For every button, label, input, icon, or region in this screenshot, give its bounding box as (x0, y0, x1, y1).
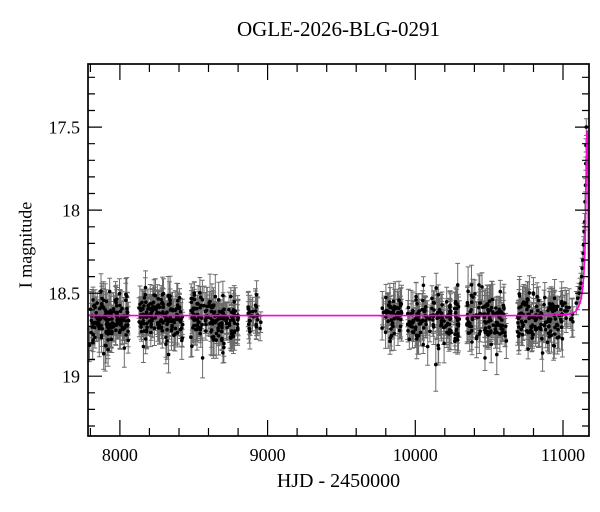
svg-text:19: 19 (62, 367, 80, 387)
chart-title: OGLE-2026-BLG-0291 (237, 17, 440, 41)
svg-text:17.5: 17.5 (49, 118, 81, 138)
svg-text:18: 18 (62, 201, 80, 221)
y-tick-labels: 17.5 18 18.5 19 (49, 118, 81, 387)
svg-text:18.5: 18.5 (49, 284, 81, 304)
data-points (87, 125, 589, 367)
x-tick-labels: 8000 9000 10000 11000 (102, 445, 585, 465)
model-curve (88, 130, 590, 317)
svg-text:9000: 9000 (250, 445, 286, 465)
data-error-bars (87, 118, 589, 392)
plot-frame (87, 63, 590, 437)
svg-text:11000: 11000 (541, 445, 585, 465)
svg-text:10000: 10000 (393, 445, 438, 465)
svg-text:8000: 8000 (102, 445, 138, 465)
axis-ticks (88, 64, 589, 436)
x-axis-label: HJD - 2450000 (276, 470, 401, 492)
